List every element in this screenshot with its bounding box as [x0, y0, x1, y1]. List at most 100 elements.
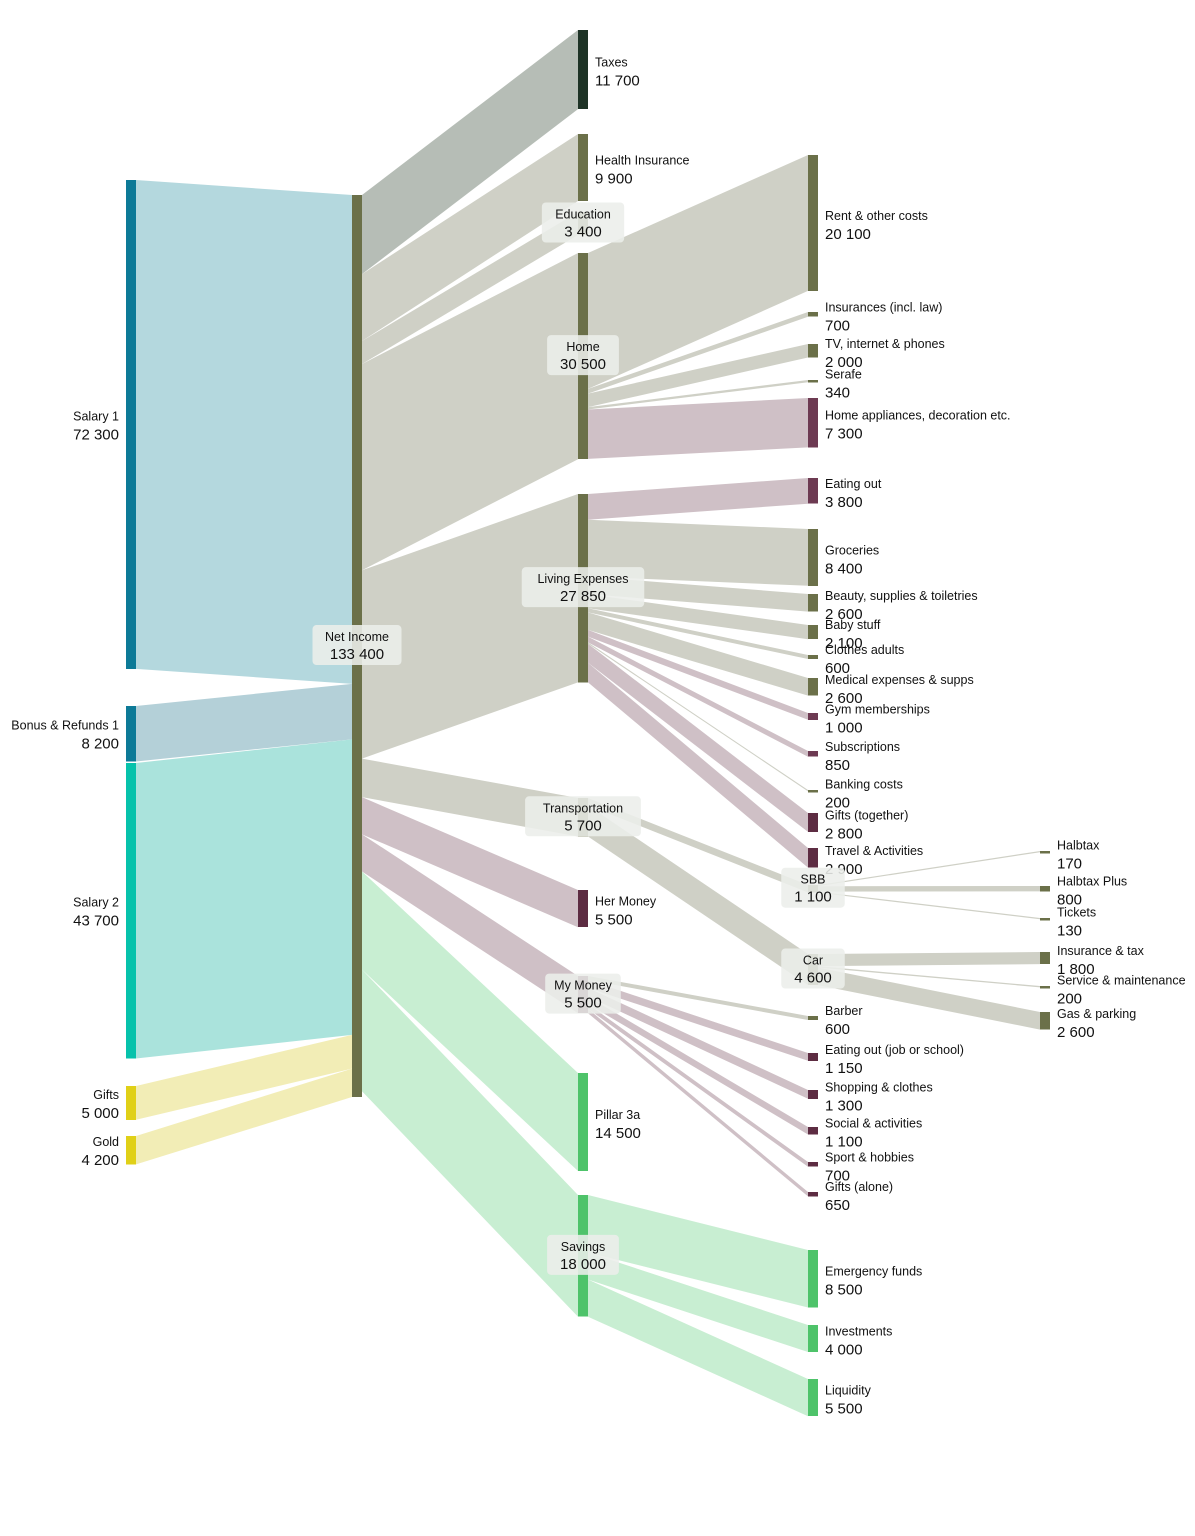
sankey-link-netincome-to-transport[interactable]	[362, 758, 578, 837]
sankey-link-netincome-to-pillar3a[interactable]	[362, 871, 578, 1172]
sankey-link-salary2-to-netincome[interactable]	[136, 739, 352, 1059]
sankey-link-savings-to-investments[interactable]	[588, 1252, 808, 1353]
sankey-link-living-to-subs[interactable]	[588, 636, 808, 757]
sankey-link-sbb-to-tickets[interactable]	[818, 891, 1040, 920]
sankey-node-label-social: Social & activities 1 100	[825, 1117, 922, 1151]
sankey-link-savings-to-emergency[interactable]	[588, 1195, 808, 1308]
sankey-node-gas[interactable]	[1040, 1012, 1050, 1030]
sankey-link-home-to-insur_law[interactable]	[588, 312, 808, 394]
sankey-link-living-to-banking[interactable]	[588, 642, 808, 792]
node-name-giftsalone: Gifts (alone)	[825, 1180, 893, 1194]
sankey-node-label-netincome: Net Income 133 400	[312, 625, 402, 666]
sankey-node-insur_law[interactable]	[808, 312, 818, 317]
sankey-link-mymoney-to-social[interactable]	[588, 996, 808, 1135]
sankey-link-mymoney-to-giftsalone[interactable]	[588, 1008, 808, 1197]
sankey-link-living-to-medical[interactable]	[588, 612, 808, 696]
node-value-serafe: 340	[825, 384, 850, 401]
sankey-link-netincome-to-mymoney[interactable]	[362, 834, 578, 1014]
sankey-link-mymoney-to-sport[interactable]	[588, 1004, 808, 1167]
sankey-link-car-to-gas[interactable]	[818, 967, 1040, 1030]
sankey-link-mymoney-to-shopping[interactable]	[588, 987, 808, 1099]
sankey-link-living-to-travel[interactable]	[588, 662, 808, 868]
sankey-node-eatjob[interactable]	[808, 1053, 818, 1061]
sankey-node-service[interactable]	[1040, 986, 1050, 989]
sankey-node-label-salary2: Salary 2 43 700	[73, 896, 119, 930]
sankey-link-mymoney-to-barber[interactable]	[588, 976, 808, 1021]
sankey-link-transport-to-car[interactable]	[588, 805, 808, 986]
sankey-link-living-to-gym[interactable]	[588, 629, 808, 720]
sankey-node-halbtax[interactable]	[1040, 851, 1050, 854]
sankey-link-netincome-to-savings[interactable]	[362, 969, 578, 1317]
sankey-node-medical[interactable]	[808, 678, 818, 696]
sankey-link-savings-to-liquidity[interactable]	[588, 1279, 808, 1417]
sankey-link-netincome-to-health[interactable]	[362, 134, 578, 342]
sankey-node-clothes[interactable]	[808, 655, 818, 660]
sankey-node-label-investments: Investments 4 000	[825, 1325, 892, 1359]
sankey-link-netincome-to-home[interactable]	[362, 253, 578, 571]
sankey-link-gold-to-netincome[interactable]	[136, 1068, 352, 1165]
node-name-mymoney: My Money	[554, 979, 612, 993]
sankey-link-netincome-to-living[interactable]	[362, 494, 578, 759]
sankey-link-home-to-serafe[interactable]	[588, 380, 808, 410]
sankey-node-taxes[interactable]	[578, 30, 588, 110]
sankey-node-appliances[interactable]	[808, 398, 818, 448]
sankey-node-label-giftsalone: Gifts (alone) 650	[825, 1180, 893, 1214]
sankey-node-banking[interactable]	[808, 790, 818, 793]
sankey-node-gifts_in[interactable]	[126, 1086, 136, 1120]
node-name-medical: Medical expenses & supps	[825, 673, 974, 687]
sankey-node-baby[interactable]	[808, 625, 818, 640]
node-value-gym: 1 000	[825, 719, 863, 736]
sankey-link-car-to-instax[interactable]	[818, 952, 1040, 967]
sankey-node-giftsalone[interactable]	[808, 1192, 818, 1197]
sankey-node-gold[interactable]	[126, 1136, 136, 1165]
sankey-link-netincome-to-taxes[interactable]	[362, 30, 578, 275]
sankey-node-giftstog[interactable]	[808, 813, 818, 832]
sankey-link-salary1-to-netincome[interactable]	[136, 180, 352, 684]
sankey-node-tickets[interactable]	[1040, 918, 1050, 921]
sankey-node-liquidity[interactable]	[808, 1379, 818, 1417]
sankey-node-gym[interactable]	[808, 713, 818, 720]
sankey-link-home-to-appliances[interactable]	[588, 398, 808, 459]
node-name-liquidity: Liquidity	[825, 1384, 872, 1398]
node-name-subs: Subscriptions	[825, 740, 900, 754]
node-name-savings: Savings	[561, 1240, 605, 1254]
sankey-node-salary2[interactable]	[126, 763, 136, 1059]
sankey-node-social[interactable]	[808, 1127, 818, 1135]
sankey-node-label-barber: Barber 600	[825, 1004, 863, 1038]
sankey-node-rent[interactable]	[808, 155, 818, 291]
sankey-link-bonus1-to-netincome[interactable]	[136, 683, 352, 762]
sankey-node-sport[interactable]	[808, 1162, 818, 1167]
sankey-link-netincome-to-education[interactable]	[362, 212, 578, 365]
sankey-link-car-to-service[interactable]	[818, 966, 1040, 988]
sankey-link-living-to-giftstog[interactable]	[588, 643, 808, 832]
sankey-node-emergency[interactable]	[808, 1250, 818, 1308]
sankey-node-salary1[interactable]	[126, 180, 136, 669]
sankey-node-investments[interactable]	[808, 1325, 818, 1353]
sankey-link-mymoney-to-eatjob[interactable]	[588, 980, 808, 1061]
sankey-link-home-to-tvinternet[interactable]	[588, 344, 808, 408]
sankey-node-shopping[interactable]	[808, 1090, 818, 1099]
sankey-node-barber[interactable]	[808, 1016, 818, 1021]
node-name-gifts_in: Gifts	[93, 1088, 119, 1102]
sankey-node-travel[interactable]	[808, 848, 818, 868]
sankey-node-bonus1[interactable]	[126, 706, 136, 762]
sankey-node-subs[interactable]	[808, 751, 818, 757]
sankey-node-instax[interactable]	[1040, 952, 1050, 965]
sankey-node-tvinternet[interactable]	[808, 344, 818, 358]
sankey-node-serafe[interactable]	[808, 380, 818, 383]
sankey-node-health[interactable]	[578, 134, 588, 201]
sankey-link-sbb-to-halbtaxplus[interactable]	[818, 886, 1040, 892]
sankey-node-groceries[interactable]	[808, 529, 818, 586]
sankey-node-eatingout[interactable]	[808, 478, 818, 504]
sankey-node-hermoney[interactable]	[578, 890, 588, 928]
sankey-link-sbb-to-halbtax[interactable]	[818, 851, 1040, 887]
sankey-node-halbtaxplus[interactable]	[1040, 886, 1050, 892]
sankey-link-home-to-rent[interactable]	[588, 155, 808, 389]
sankey-link-living-to-eatingout[interactable]	[588, 478, 808, 520]
sankey-node-pillar3a[interactable]	[578, 1073, 588, 1172]
sankey-link-gifts_in-to-netincome[interactable]	[136, 1034, 352, 1120]
sankey-node-beauty[interactable]	[808, 594, 818, 612]
sankey-link-netincome-to-hermoney[interactable]	[362, 797, 578, 928]
sankey-link-living-to-clothes[interactable]	[588, 608, 808, 660]
sankey-link-transport-to-sbb[interactable]	[588, 798, 808, 893]
